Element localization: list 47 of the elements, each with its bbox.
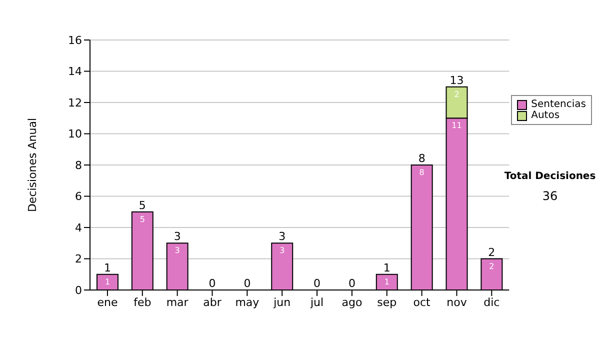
x-tick-label: jun	[272, 296, 291, 309]
data-label: 2	[454, 90, 460, 99]
total-label: 8	[418, 152, 426, 165]
data-label: 5	[140, 214, 145, 224]
legend-label: Autos	[531, 110, 560, 121]
y-tick-label: 4	[75, 221, 82, 234]
x-tick-label: oct	[413, 296, 432, 309]
x-tick-label: dic	[484, 296, 500, 309]
total-label: 0	[348, 277, 356, 290]
data-label: 1	[384, 277, 390, 286]
annotation: Total Decisiones	[503, 171, 597, 182]
y-tick-label: 12	[68, 96, 82, 110]
legend-label: Sentencias	[531, 99, 586, 110]
y-tick-label: 16	[68, 34, 82, 47]
total-label: 5	[138, 198, 146, 212]
x-tick-label: mar	[166, 296, 189, 309]
total-label: 0	[244, 277, 251, 290]
y-tick-label: 10	[68, 128, 82, 141]
data-label: 8	[419, 168, 424, 177]
data-label: 3	[280, 246, 285, 256]
data-label: 1	[104, 277, 110, 286]
total-label: 0	[314, 277, 321, 290]
x-tick-label: feb	[134, 296, 152, 309]
total-label: 13	[450, 74, 464, 87]
x-tick-label: ene	[97, 296, 118, 309]
x-tick-label: sep	[377, 296, 397, 309]
total-label: 3	[278, 230, 286, 244]
total-label: 1	[104, 261, 111, 274]
total-label: 0	[208, 277, 216, 290]
total-label: 3	[174, 230, 181, 244]
x-tick-label: abr	[203, 296, 222, 309]
y-tick-label: 14	[68, 65, 82, 78]
x-tick-label: may	[235, 296, 260, 309]
total-label: 2	[488, 246, 496, 259]
y-axis-title: Decisiones Anual	[26, 118, 39, 212]
y-tick-label: 6	[75, 190, 82, 204]
y-tick-label: 0	[75, 284, 82, 297]
total-label: 1	[383, 261, 390, 274]
data-label: 2	[489, 262, 494, 271]
data-label: 3	[174, 246, 180, 256]
x-tick-label: jul	[309, 296, 324, 309]
data-label: 11	[452, 121, 462, 130]
x-tick-label: nov	[446, 296, 468, 309]
y-tick-label: 8	[75, 158, 82, 172]
x-tick-label: ago	[342, 296, 362, 309]
y-tick-label: 2	[75, 252, 82, 266]
text: 36	[541, 189, 559, 203]
